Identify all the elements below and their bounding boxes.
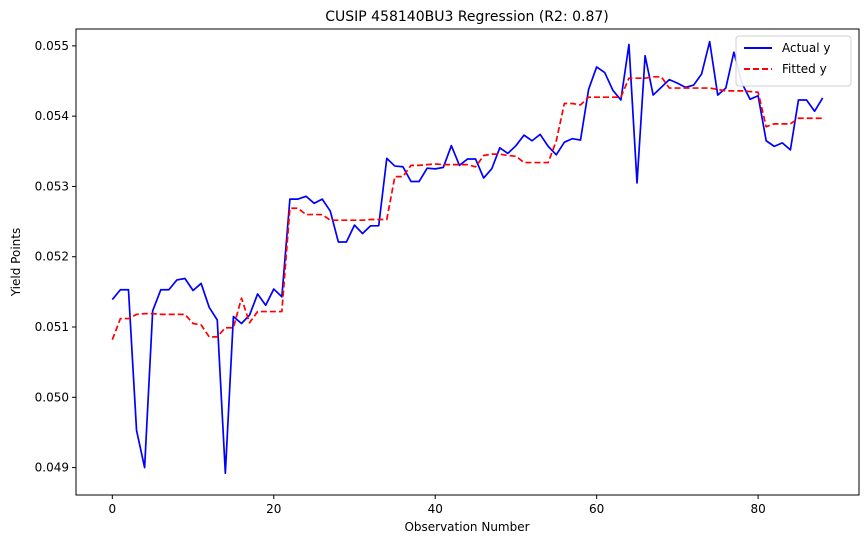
y-tick-label: 0.053 (35, 179, 69, 193)
chart-title: CUSIP 458140BU3 Regression (R2: 0.87) (325, 9, 609, 25)
y-tick-label: 0.049 (35, 461, 69, 475)
x-axis-label: Observation Number (404, 520, 529, 534)
series-line-fitted-y (111, 75, 823, 340)
x-tick-label: 40 (428, 502, 443, 516)
legend-label-actual: Actual y (782, 41, 831, 55)
x-tick-label: 20 (266, 502, 281, 516)
y-tick-label: 0.051 (35, 320, 69, 334)
series-line-actual-y (111, 40, 824, 475)
y-axis-label: Yield Points (9, 228, 23, 297)
plot-area (75, 28, 860, 496)
y-tick-label: 0.054 (35, 109, 69, 123)
x-tick-label: 80 (750, 502, 765, 516)
x-axis: 0 20 40 60 80 (109, 495, 766, 516)
y-tick-label: 0.050 (35, 390, 69, 404)
legend: Actual y Fitted y (735, 35, 852, 87)
plot-frame (75, 28, 860, 496)
y-tick-label: 0.055 (35, 39, 69, 53)
x-tick-label: 60 (589, 502, 604, 516)
y-axis: 0.049 0.050 0.051 0.052 0.053 0.054 0.055 (35, 39, 76, 475)
y-tick-label: 0.052 (35, 250, 69, 264)
x-tick-label: 0 (109, 502, 117, 516)
legend-label-fitted: Fitted y (782, 62, 827, 76)
series-layer (111, 40, 824, 475)
